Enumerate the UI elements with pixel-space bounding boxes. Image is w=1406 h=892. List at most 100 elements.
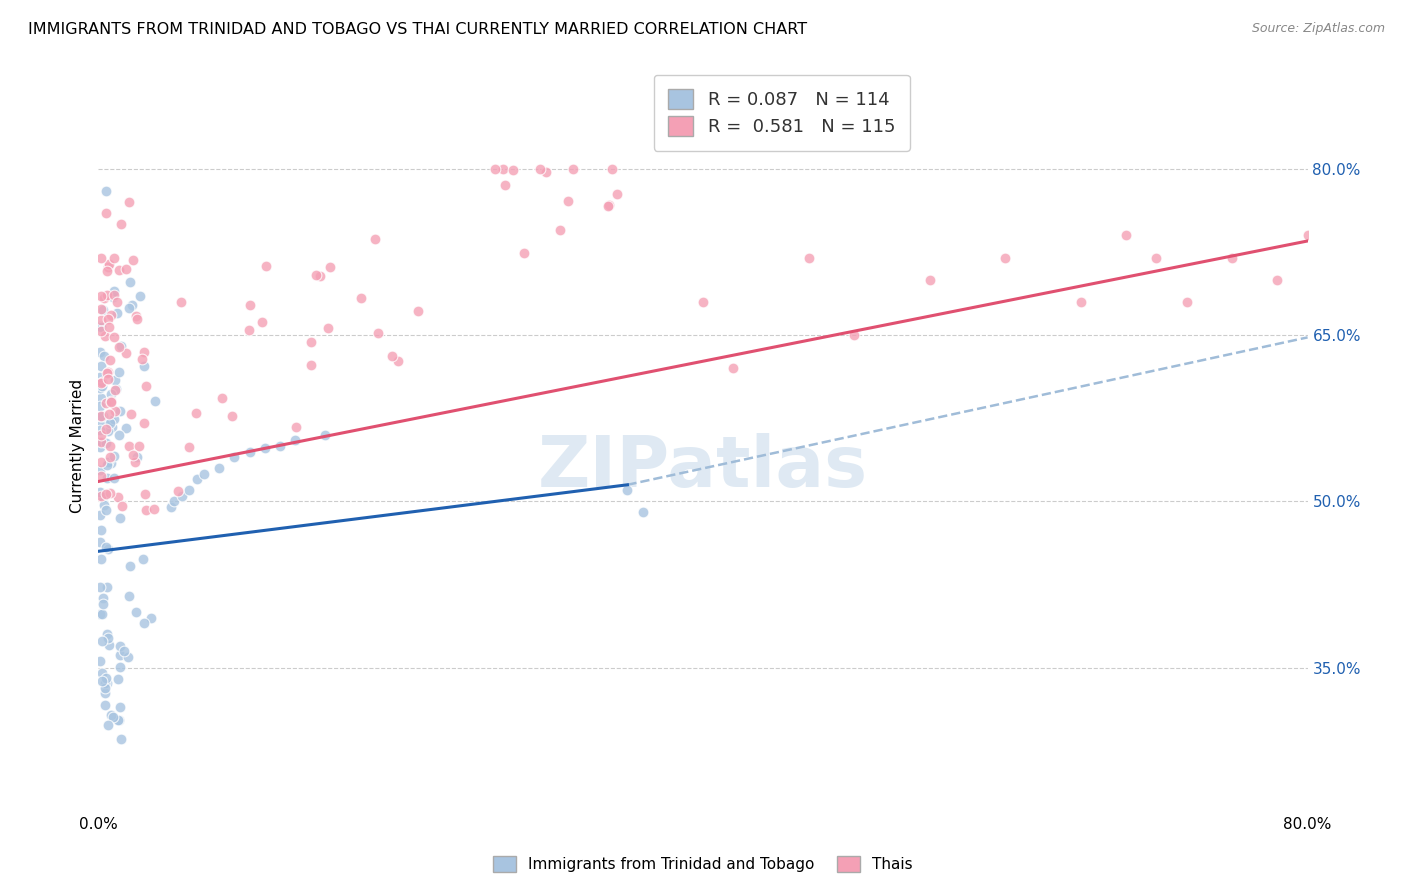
Point (124, 455, 146, 469)
Point (94, 686, 117, 700)
Point (184, 406, 207, 420)
Point (131, 551, 153, 566)
Point (166, 484, 188, 499)
Point (224, 450, 246, 464)
Point (121, 298, 143, 312)
Point (299, 335, 322, 350)
Point (97, 638, 120, 652)
Point (797, 251, 820, 265)
Point (239, 444, 262, 458)
Point (319, 260, 342, 274)
Point (134, 345, 156, 359)
Point (96, 366, 118, 380)
Point (96, 263, 118, 277)
Point (90, 414, 112, 428)
Point (94, 676, 117, 690)
Point (350, 291, 373, 305)
Point (108, 700, 131, 714)
Point (90, 435, 112, 450)
Point (108, 660, 131, 674)
Point (606, 186, 628, 201)
Point (254, 259, 277, 273)
Point (305, 268, 328, 282)
Point (114, 261, 136, 276)
Point (91, 490, 114, 504)
Point (108, 263, 131, 277)
Point (163, 494, 186, 508)
Point (100, 308, 122, 322)
Point (94, 184, 117, 198)
Point (98, 485, 121, 500)
Point (98, 416, 121, 430)
Point (89, 399, 111, 413)
Point (534, 164, 557, 178)
Point (103, 287, 125, 301)
Point (89, 409, 111, 423)
Point (90, 320, 112, 334)
Point (100, 386, 122, 401)
Point (96, 580, 118, 594)
Point (103, 251, 125, 265)
Point (723, 361, 745, 376)
Point (108, 648, 131, 663)
Point (103, 412, 125, 426)
Point (631, 506, 654, 520)
Point (250, 316, 273, 330)
Point (110, 731, 132, 746)
Point (132, 417, 155, 431)
Point (107, 713, 129, 727)
Point (90, 455, 112, 469)
Point (108, 404, 131, 418)
Point (129, 289, 152, 303)
Point (103, 449, 125, 463)
Point (100, 394, 122, 409)
Point (253, 441, 276, 455)
Point (94, 681, 117, 696)
Legend: Immigrants from Trinidad and Tobago, Thais: Immigrants from Trinidad and Tobago, Tha… (485, 848, 921, 880)
Point (97, 542, 120, 557)
Point (221, 409, 243, 423)
Point (110, 339, 132, 353)
Point (89, 441, 111, 455)
Point (1070, 294, 1092, 309)
Point (89, 654, 111, 668)
Point (96, 503, 118, 517)
Point (96, 471, 118, 485)
Point (406, 304, 429, 318)
Point (90, 468, 112, 483)
Point (90, 427, 112, 442)
Point (108, 713, 131, 727)
Legend: R = 0.087   N = 114, R =  0.581   N = 115: R = 0.087 N = 114, R = 0.581 N = 115 (654, 75, 910, 151)
Point (118, 439, 141, 453)
Point (284, 434, 307, 448)
Point (97, 260, 120, 274)
Point (112, 643, 135, 657)
Point (117, 650, 139, 665)
Point (598, 198, 620, 212)
Point (90, 359, 112, 373)
Point (364, 231, 387, 245)
Point (97, 425, 120, 439)
Point (1144, 251, 1167, 265)
Point (90, 673, 112, 688)
Point (96, 288, 118, 302)
Point (107, 365, 129, 379)
Point (96, 458, 118, 473)
Point (110, 218, 132, 232)
Point (193, 467, 215, 481)
Point (1115, 228, 1137, 243)
Point (994, 251, 1017, 265)
Text: IMMIGRANTS FROM TRINIDAD AND TOBAGO VS THAI CURRENTLY MARRIED CORRELATION CHART: IMMIGRANTS FROM TRINIDAD AND TOBAGO VS T… (28, 22, 807, 37)
Text: ZIPatlas: ZIPatlas (538, 434, 868, 502)
Point (120, 407, 142, 421)
Point (269, 439, 291, 453)
Point (484, 161, 506, 176)
Point (94, 395, 117, 409)
Point (132, 616, 155, 631)
Point (131, 352, 153, 367)
Point (121, 253, 143, 268)
Point (125, 311, 148, 326)
Point (100, 414, 122, 428)
Point (98, 353, 121, 368)
Point (90, 289, 112, 303)
